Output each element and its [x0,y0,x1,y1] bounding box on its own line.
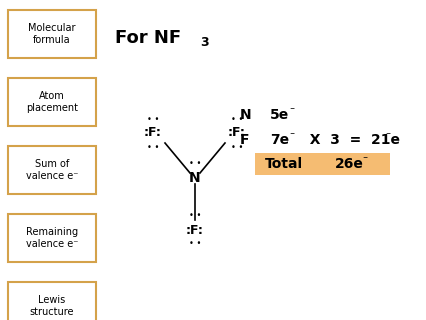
Text: ⁻: ⁻ [288,131,294,141]
Text: Molecular
formula: Molecular formula [28,23,75,45]
Text: • •: • • [230,142,243,151]
Text: 26e: 26e [334,157,363,171]
Text: ⁻: ⁻ [288,106,294,116]
Text: • •: • • [188,159,201,169]
FancyBboxPatch shape [8,214,96,262]
Text: Total: Total [265,157,302,171]
Text: X  3  =  21e: X 3 = 21e [299,133,399,147]
FancyBboxPatch shape [8,78,96,126]
Text: 5e: 5e [269,108,288,122]
Text: • •: • • [147,142,159,151]
Text: :F:: :F: [227,126,245,140]
Text: F: F [239,133,249,147]
Text: Remaining
valence e⁻: Remaining valence e⁻ [26,227,78,249]
Text: • •: • • [188,212,201,220]
FancyBboxPatch shape [8,282,96,320]
Text: ⁻: ⁻ [384,131,389,141]
Text: :F:: :F: [144,126,161,140]
FancyBboxPatch shape [8,146,96,194]
Text: Atom
placement: Atom placement [26,91,78,113]
Text: • •: • • [188,239,201,249]
Text: Sum of
valence e⁻: Sum of valence e⁻ [26,159,78,181]
Text: 7e: 7e [269,133,288,147]
Text: • •: • • [147,115,159,124]
Text: • •: • • [230,115,243,124]
Text: ⁻: ⁻ [361,155,366,165]
Text: N: N [189,171,200,185]
FancyBboxPatch shape [254,153,389,175]
Text: :F:: :F: [186,223,204,236]
FancyBboxPatch shape [8,10,96,58]
Text: N: N [239,108,251,122]
Text: For NF: For NF [115,29,181,47]
Text: 3: 3 [199,36,208,50]
Text: Lewis
structure: Lewis structure [30,295,74,317]
